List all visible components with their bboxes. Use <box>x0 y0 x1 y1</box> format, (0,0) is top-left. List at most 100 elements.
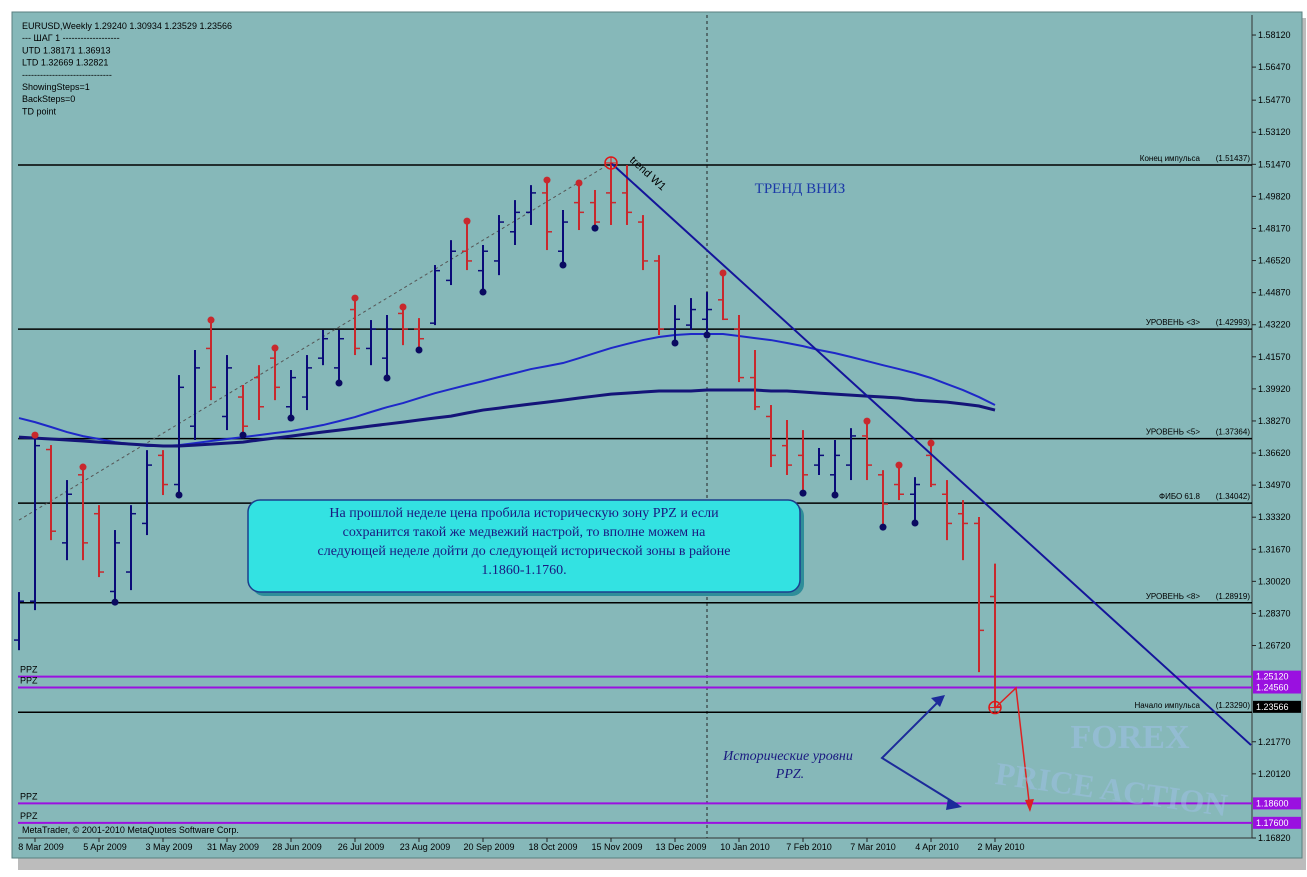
x-tick-label: 7 Mar 2010 <box>850 842 896 852</box>
y-tick-label: 1.30020 <box>1258 576 1291 586</box>
guide-line <box>18 162 612 521</box>
y-tick-label: 1.41570 <box>1258 352 1291 362</box>
ppz-price-box <box>1253 816 1301 829</box>
info-line: LTD 1.32669 1.32821 <box>22 58 108 68</box>
level-value: (1.23290) <box>1216 701 1251 710</box>
note-line: следующей неделе дойти до следующей исто… <box>318 544 731 559</box>
level-name: Начало импульса <box>1134 701 1200 710</box>
fractal-up <box>463 217 471 225</box>
x-tick-label: 5 Apr 2009 <box>83 842 127 852</box>
y-tick-label: 1.36620 <box>1258 448 1291 458</box>
fractal-up <box>351 294 359 302</box>
fractal-up <box>575 179 583 187</box>
y-tick-label: 1.51470 <box>1258 159 1291 169</box>
arrow-head <box>1025 799 1034 812</box>
info-line: ShowingSteps=1 <box>22 82 90 92</box>
level-name: УРОВЕНЬ <8> <box>1146 592 1201 601</box>
chart-background <box>11 11 1303 859</box>
x-tick-label: 18 Oct 2009 <box>528 842 577 852</box>
fractal-down <box>287 414 295 422</box>
x-tick-label: 20 Sep 2009 <box>463 842 514 852</box>
y-tick-label: 1.20120 <box>1258 769 1291 779</box>
copyright: MetaTrader, © 2001-2010 MetaQuotes Softw… <box>22 825 239 835</box>
fractal-down <box>911 519 919 527</box>
ppz-label: PPZ <box>20 665 38 675</box>
fractal-up <box>207 316 215 324</box>
level-value: (1.42993) <box>1216 318 1251 327</box>
moving-average <box>18 388 996 448</box>
fractal-down <box>479 288 487 296</box>
info-line: EURUSD,Weekly 1.29240 1.30934 1.23529 1.… <box>22 21 232 31</box>
fractal-up <box>79 463 87 471</box>
watermark: FOREX <box>1071 719 1190 756</box>
x-tick-label: 7 Feb 2010 <box>786 842 832 852</box>
y-tick-label: 1.31670 <box>1258 544 1291 554</box>
level-value: (1.28919) <box>1216 592 1251 601</box>
ppz-label: PPZ <box>20 791 38 801</box>
ppz-price-label: 1.24560 <box>1256 683 1289 693</box>
fractal-down <box>239 431 247 439</box>
y-tick-label: 1.56470 <box>1258 62 1291 72</box>
y-tick-label: 1.38270 <box>1258 416 1291 426</box>
red-arrow <box>996 686 1031 811</box>
note-line: 1.1860-1.1760. <box>481 563 566 578</box>
level-value: (1.37364) <box>1216 428 1251 437</box>
x-tick-label: 4 Apr 2010 <box>915 842 959 852</box>
ppz-price-box <box>1253 681 1301 694</box>
level-name: ФИБО 61.8 <box>1159 492 1201 501</box>
ppz-price-label: 1.18600 <box>1256 798 1289 808</box>
ppz-price-box <box>1253 670 1301 683</box>
level-name: Конец импульса <box>1140 154 1201 163</box>
y-tick-label: 1.28370 <box>1258 608 1291 618</box>
y-tick-label: 1.48170 <box>1258 223 1291 233</box>
fractal-down <box>415 346 423 354</box>
fractal-up <box>31 431 39 439</box>
arrow-head <box>931 695 945 707</box>
fractal-up <box>271 344 279 352</box>
fractal-up <box>543 176 551 184</box>
levels-note: Исторические уровни <box>722 749 853 764</box>
note-line: сохранится такой же медвежий настрой, то… <box>343 525 707 540</box>
y-tick-label: 1.33320 <box>1258 512 1291 522</box>
note-box <box>247 499 801 593</box>
ppz-price-box <box>1253 797 1301 810</box>
fractal-up <box>399 303 407 311</box>
y-tick-label: 1.16820 <box>1258 833 1291 843</box>
level-value: (1.34042) <box>1216 492 1251 501</box>
y-tick-label: 1.44870 <box>1258 288 1291 298</box>
info-line: ------------------------------ <box>22 70 112 80</box>
x-tick-label: 3 May 2009 <box>145 842 192 852</box>
note-arrows <box>880 696 959 806</box>
level-value: (1.51437) <box>1216 154 1251 163</box>
fractal-up <box>895 461 903 469</box>
fractal-up <box>927 439 935 447</box>
trend-line <box>610 162 1252 746</box>
trend-caption: ТРЕНД ВНИЗ <box>755 181 846 197</box>
plot-area: EURUSD,Weekly 1.29240 1.30934 1.23529 1.… <box>14 15 1252 838</box>
y-tick-label: 1.39920 <box>1258 384 1291 394</box>
level-name: УРОВЕНЬ <3> <box>1146 318 1201 327</box>
info-line: UTD 1.38171 1.36913 <box>22 45 111 55</box>
fractal-down <box>831 491 839 499</box>
fractal-down <box>175 491 183 499</box>
info-line: TD point <box>22 106 57 116</box>
arrow-head <box>946 798 962 810</box>
fractal-up <box>719 269 727 277</box>
fractal-down <box>879 523 887 531</box>
info-line: --- ШАГ 1 ------------------- <box>22 33 120 43</box>
x-tick-label: 2 May 2010 <box>977 842 1024 852</box>
y-tick-label: 1.58120 <box>1258 30 1291 40</box>
fractal-down <box>559 261 567 269</box>
y-tick-label: 1.34970 <box>1258 480 1291 490</box>
ppz-price-label: 1.25120 <box>1256 672 1289 682</box>
y-tick-label: 1.53120 <box>1258 127 1291 137</box>
ppz-price-label: 1.17600 <box>1256 818 1289 828</box>
x-tick-label: 23 Aug 2009 <box>400 842 451 852</box>
fractal-up <box>863 417 871 425</box>
fractal-down <box>703 331 711 339</box>
fractal-down <box>383 374 391 382</box>
x-tick-label: 8 Mar 2009 <box>18 842 64 852</box>
x-tick-label: 28 Jun 2009 <box>272 842 322 852</box>
fractal-down <box>799 489 807 497</box>
